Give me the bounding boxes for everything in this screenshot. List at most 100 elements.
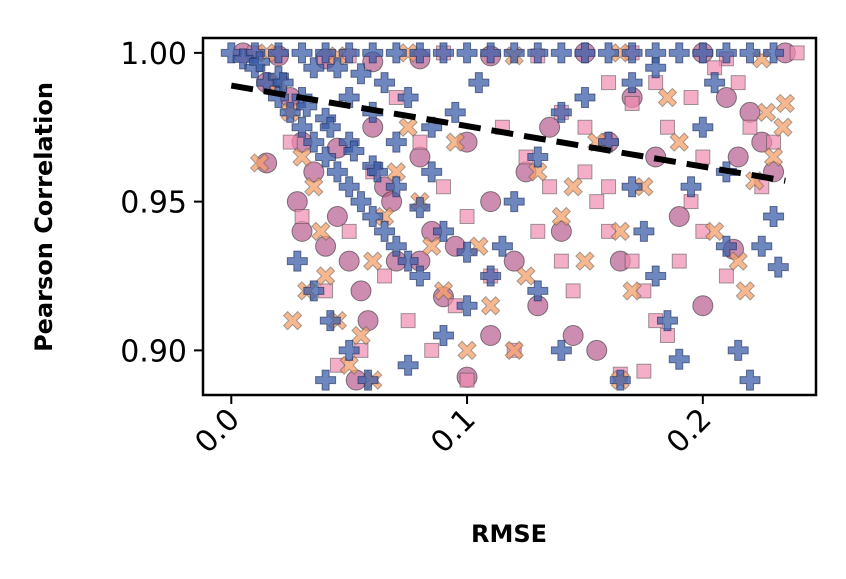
circle-point bbox=[291, 220, 313, 242]
x-point bbox=[433, 281, 454, 301]
plus-point bbox=[366, 161, 388, 183]
plus-point bbox=[343, 140, 365, 162]
plus-point bbox=[397, 250, 419, 272]
circle-point bbox=[338, 250, 360, 272]
plus-point bbox=[621, 72, 643, 94]
square-point bbox=[459, 372, 475, 388]
plus-point bbox=[338, 42, 360, 64]
plus-point bbox=[220, 42, 242, 64]
plus-point bbox=[432, 220, 454, 242]
plus-point bbox=[409, 265, 431, 287]
x-point bbox=[622, 281, 642, 301]
plus-point bbox=[739, 42, 761, 64]
square-point bbox=[377, 268, 393, 284]
plus-point bbox=[432, 325, 454, 346]
x-point bbox=[756, 102, 777, 123]
plus-point bbox=[350, 191, 372, 213]
plus-point bbox=[338, 339, 360, 361]
plus-point bbox=[385, 42, 407, 64]
circle-point bbox=[357, 310, 379, 332]
x-point bbox=[528, 162, 548, 182]
plus-point bbox=[296, 95, 318, 117]
plus-point bbox=[362, 206, 384, 227]
square-point bbox=[789, 45, 805, 61]
plus-point bbox=[397, 87, 419, 108]
plus-point bbox=[385, 176, 407, 198]
circle-point bbox=[727, 146, 749, 168]
x-point bbox=[304, 177, 324, 197]
plus-point bbox=[739, 369, 761, 391]
plot-area bbox=[220, 42, 805, 391]
plus-point bbox=[503, 191, 525, 213]
plus-point bbox=[357, 369, 379, 391]
plus-point bbox=[319, 116, 341, 138]
plus-point bbox=[350, 63, 372, 85]
plus-point bbox=[303, 57, 325, 79]
plus-point bbox=[727, 339, 749, 361]
x-point bbox=[351, 325, 371, 346]
plus-point bbox=[763, 206, 785, 227]
plus-point bbox=[279, 101, 301, 123]
x-point bbox=[311, 221, 331, 242]
square-point bbox=[530, 223, 546, 239]
circle-point bbox=[562, 325, 584, 346]
x-tick-label: 0.2 bbox=[660, 402, 718, 460]
x-point bbox=[563, 177, 583, 197]
trend-line bbox=[230, 82, 786, 184]
plus-point bbox=[444, 101, 466, 123]
x-point bbox=[575, 251, 595, 271]
plus-point bbox=[715, 42, 737, 64]
plus-point bbox=[249, 51, 271, 73]
square-point bbox=[424, 342, 440, 358]
x-point bbox=[551, 206, 572, 227]
plus-point bbox=[527, 146, 549, 168]
x-point bbox=[516, 266, 536, 286]
square-point bbox=[671, 253, 687, 269]
square-point bbox=[542, 179, 558, 195]
square-point bbox=[577, 164, 593, 180]
x-point bbox=[763, 147, 784, 167]
square-point bbox=[601, 223, 617, 239]
plus-point bbox=[421, 161, 443, 183]
plus-point bbox=[315, 146, 337, 168]
plus-point bbox=[491, 235, 513, 257]
circle-point bbox=[692, 295, 714, 317]
circle-point bbox=[715, 87, 737, 108]
plus-point bbox=[303, 131, 325, 153]
plus-point bbox=[291, 116, 313, 138]
square-point bbox=[624, 95, 640, 111]
plus-point bbox=[319, 310, 341, 332]
y-axis: 0.90 0.95 1.00 bbox=[120, 37, 203, 369]
plus-point bbox=[315, 42, 337, 64]
x-point bbox=[363, 251, 383, 271]
circle-point bbox=[503, 250, 525, 272]
square-point bbox=[412, 134, 428, 150]
plus-point bbox=[374, 220, 396, 242]
plus-point bbox=[385, 131, 407, 153]
plus-point bbox=[645, 57, 667, 79]
plus-point bbox=[503, 42, 525, 64]
circle-point bbox=[303, 161, 325, 183]
x-point bbox=[728, 251, 748, 271]
square-point bbox=[636, 363, 652, 379]
y-tick-label: 0.90 bbox=[120, 334, 187, 369]
x-axis: 0.0 0.1 0.2 bbox=[188, 395, 718, 460]
square-point bbox=[695, 149, 711, 165]
plus-point bbox=[598, 131, 620, 153]
x-point bbox=[457, 340, 477, 361]
plus-point bbox=[326, 57, 348, 79]
x-axis-title: RMSE bbox=[471, 520, 547, 548]
square-point bbox=[459, 209, 475, 224]
plus-point bbox=[680, 176, 702, 198]
plus-point bbox=[550, 101, 572, 123]
x-point bbox=[398, 117, 418, 137]
square-point bbox=[601, 179, 617, 195]
x-point bbox=[775, 93, 796, 114]
square-point bbox=[435, 179, 451, 195]
plus-point bbox=[286, 250, 308, 272]
plus-point bbox=[751, 235, 773, 257]
plus-point bbox=[767, 256, 789, 278]
x-point bbox=[292, 147, 312, 167]
plus-point bbox=[692, 42, 714, 64]
